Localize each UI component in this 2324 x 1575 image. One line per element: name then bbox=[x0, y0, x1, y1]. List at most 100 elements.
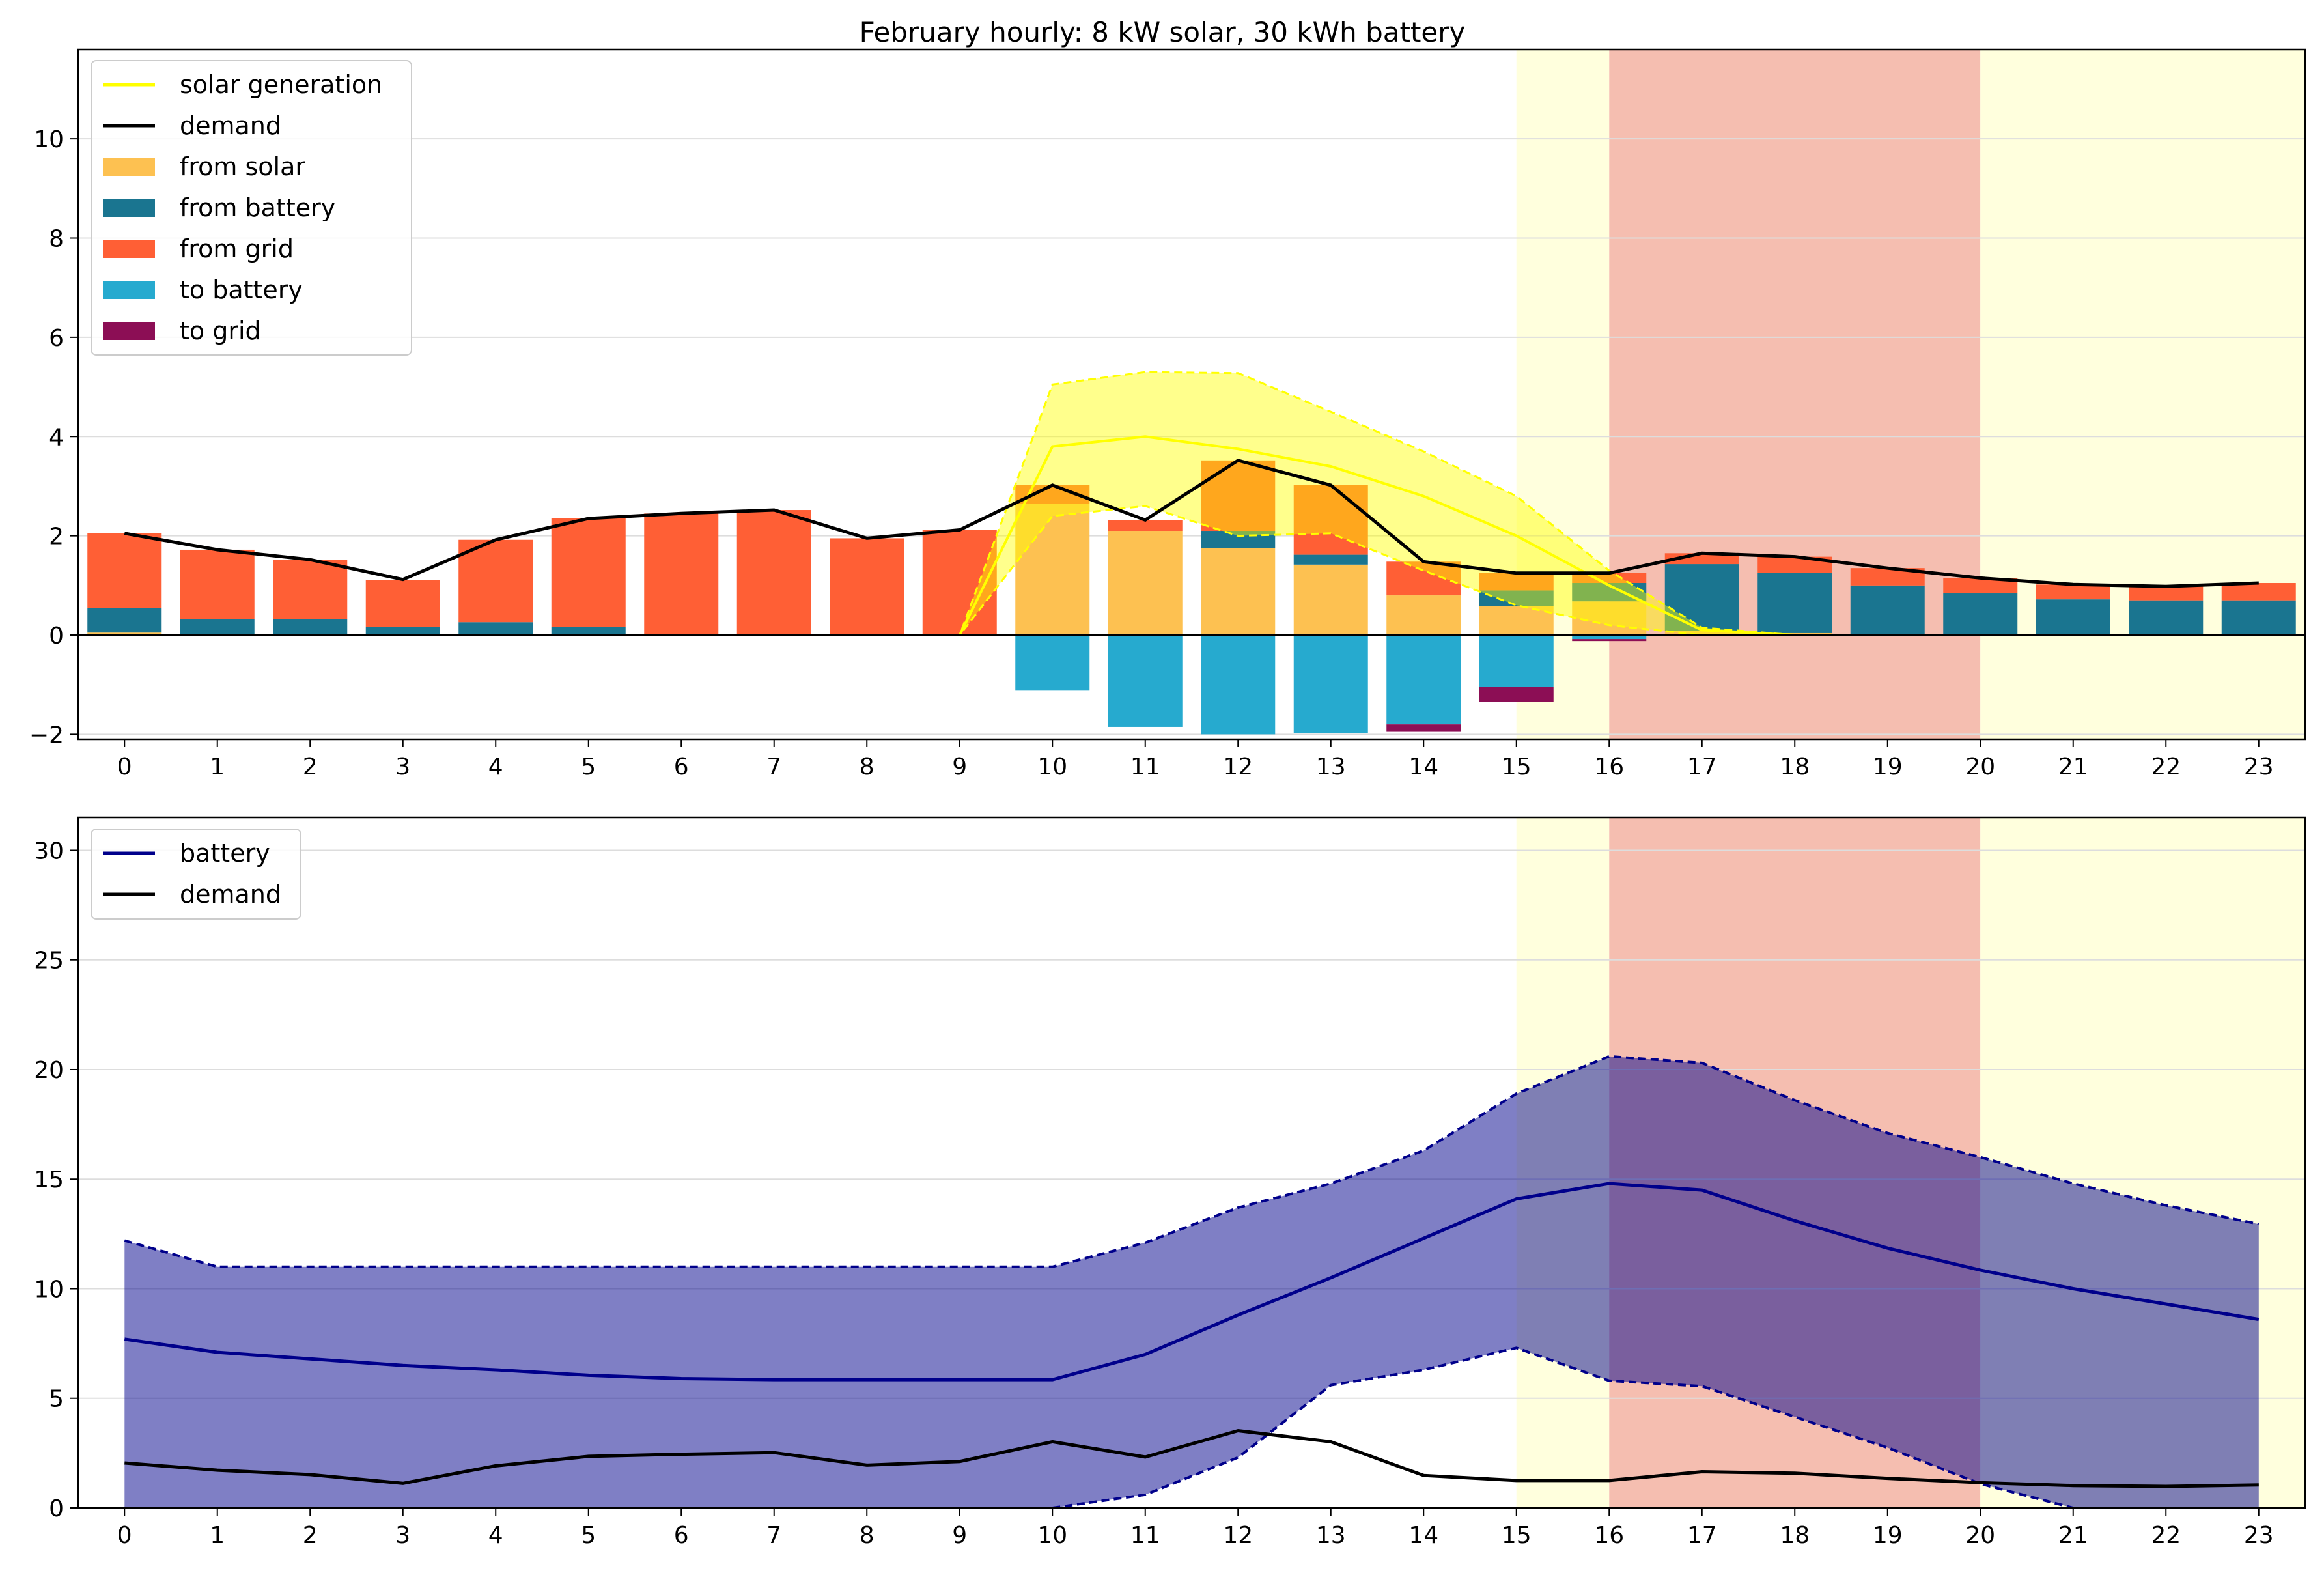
x-tick-label: 11 bbox=[1130, 1522, 1160, 1549]
bar-from-solar bbox=[1201, 548, 1276, 636]
bar-from-grid bbox=[644, 513, 719, 635]
legend-label: demand bbox=[180, 880, 281, 909]
x-tick-label: 3 bbox=[395, 754, 410, 780]
bar-to-battery bbox=[1108, 635, 1183, 727]
x-tick-label: 19 bbox=[1873, 1522, 1903, 1549]
bar-to-battery bbox=[1386, 635, 1461, 725]
legend-label: demand bbox=[180, 111, 281, 140]
y-tick-label: 25 bbox=[34, 948, 64, 974]
solar-band bbox=[124, 372, 2259, 635]
bar-from-battery bbox=[1201, 531, 1276, 548]
x-tick-label: 2 bbox=[303, 754, 318, 780]
legend-label: to battery bbox=[180, 276, 303, 304]
bar-from-battery bbox=[273, 619, 348, 634]
x-tick-label: 21 bbox=[2058, 754, 2088, 780]
x-tick-label: 12 bbox=[1223, 1522, 1253, 1549]
bar-from-battery bbox=[1664, 564, 1739, 631]
x-tick-label: 11 bbox=[1130, 754, 1160, 780]
x-tick-label: 8 bbox=[860, 754, 875, 780]
y-tick-label: 0 bbox=[49, 1496, 64, 1522]
x-tick-label: 7 bbox=[766, 754, 781, 780]
bar-from-grid bbox=[551, 518, 626, 627]
bar-from-solar bbox=[1386, 595, 1461, 636]
bar-from-battery bbox=[365, 627, 440, 635]
bar-from-grid bbox=[830, 538, 904, 635]
y-tick-label: 15 bbox=[34, 1167, 64, 1193]
demand-line bbox=[124, 1428, 2259, 1488]
y-tick-label: 2 bbox=[49, 524, 64, 550]
bar-from-grid bbox=[1293, 485, 1368, 555]
x-tick-label: 20 bbox=[1965, 754, 1995, 780]
x-tick-label: 8 bbox=[860, 1522, 875, 1549]
x-tick-label: 17 bbox=[1687, 754, 1717, 780]
bar-from-battery bbox=[458, 622, 533, 635]
bar-to-battery bbox=[1572, 635, 1647, 640]
battery-band bbox=[124, 1056, 2259, 1508]
y-tick-label: 6 bbox=[49, 325, 64, 352]
x-tick-label: 6 bbox=[674, 1522, 689, 1549]
bar-from-grid bbox=[273, 560, 348, 619]
bar-to-battery bbox=[1201, 635, 1276, 735]
bar-from-battery bbox=[2221, 600, 2296, 636]
bar-from-battery bbox=[1943, 593, 2018, 635]
bar-from-grid bbox=[2036, 584, 2110, 600]
bar-from-solar bbox=[1479, 606, 1554, 636]
x-tick-label: 14 bbox=[1408, 754, 1438, 780]
y-tick-label: 10 bbox=[34, 1276, 64, 1303]
bar-from-grid bbox=[2221, 583, 2296, 601]
x-tick-label: 4 bbox=[488, 754, 503, 780]
x-tick-label: 23 bbox=[2244, 1522, 2274, 1549]
bar-from-solar bbox=[87, 632, 162, 636]
bottom-frame bbox=[77, 816, 2306, 1509]
x-tick-label: 16 bbox=[1594, 1522, 1624, 1549]
x-tick-label: 3 bbox=[395, 1522, 410, 1549]
bar-from-grid bbox=[736, 510, 811, 635]
x-tick-label: 7 bbox=[766, 1522, 781, 1549]
x-tick-label: 6 bbox=[674, 754, 689, 780]
bar-from-grid bbox=[180, 549, 255, 619]
top-frame bbox=[77, 48, 2306, 741]
x-tick-label: 12 bbox=[1223, 754, 1253, 780]
bottom-plot bbox=[124, 1055, 2260, 1508]
bar-to-battery bbox=[1015, 635, 1090, 691]
y-tick-label: −2 bbox=[29, 722, 64, 748]
y-tick-label: 10 bbox=[34, 126, 64, 153]
battery-band-lower bbox=[124, 1346, 2259, 1508]
demand-line bbox=[124, 459, 2259, 588]
bar-from-battery bbox=[1850, 585, 1925, 634]
x-tick-label: 13 bbox=[1316, 1522, 1346, 1549]
legend-frame bbox=[91, 60, 412, 356]
bar-to-battery bbox=[1479, 635, 1554, 688]
x-tick-label: 15 bbox=[1502, 1522, 1532, 1549]
x-tick-label: 4 bbox=[488, 1522, 503, 1549]
legend-label: battery bbox=[180, 839, 270, 868]
bar-from-battery bbox=[1293, 554, 1368, 565]
bar-from-battery bbox=[551, 627, 626, 635]
x-tick-label: 1 bbox=[210, 1522, 225, 1549]
bar-from-battery bbox=[87, 608, 162, 633]
bar-from-grid bbox=[1201, 460, 1276, 532]
x-tick-label: 22 bbox=[2151, 754, 2181, 780]
bottom-legend: battery demand bbox=[91, 829, 301, 920]
bar-from-grid bbox=[458, 539, 533, 623]
x-tick-label: 5 bbox=[581, 754, 596, 780]
y-tick-label: 30 bbox=[34, 838, 64, 864]
bar-from-grid bbox=[365, 580, 440, 627]
bar-from-solar bbox=[1293, 564, 1368, 636]
legend-patch bbox=[103, 322, 155, 340]
bar-from-grid bbox=[1943, 578, 2018, 594]
x-tick-label: 21 bbox=[2058, 1522, 2088, 1549]
bar-from-battery bbox=[2129, 600, 2204, 636]
legend-label: solar generation bbox=[180, 70, 382, 99]
bar-to-grid bbox=[1479, 687, 1554, 702]
chart-title: February hourly: 8 kW solar, 30 kWh batt… bbox=[860, 16, 1466, 48]
bar-from-solar bbox=[1108, 531, 1183, 636]
x-tick-label: 15 bbox=[1502, 754, 1532, 780]
legend-label: from battery bbox=[180, 193, 335, 222]
bar-from-grid bbox=[1479, 573, 1554, 591]
y-tick-label: 5 bbox=[49, 1386, 64, 1413]
legend-label: from grid bbox=[180, 234, 294, 263]
bar-from-battery bbox=[1479, 590, 1554, 606]
